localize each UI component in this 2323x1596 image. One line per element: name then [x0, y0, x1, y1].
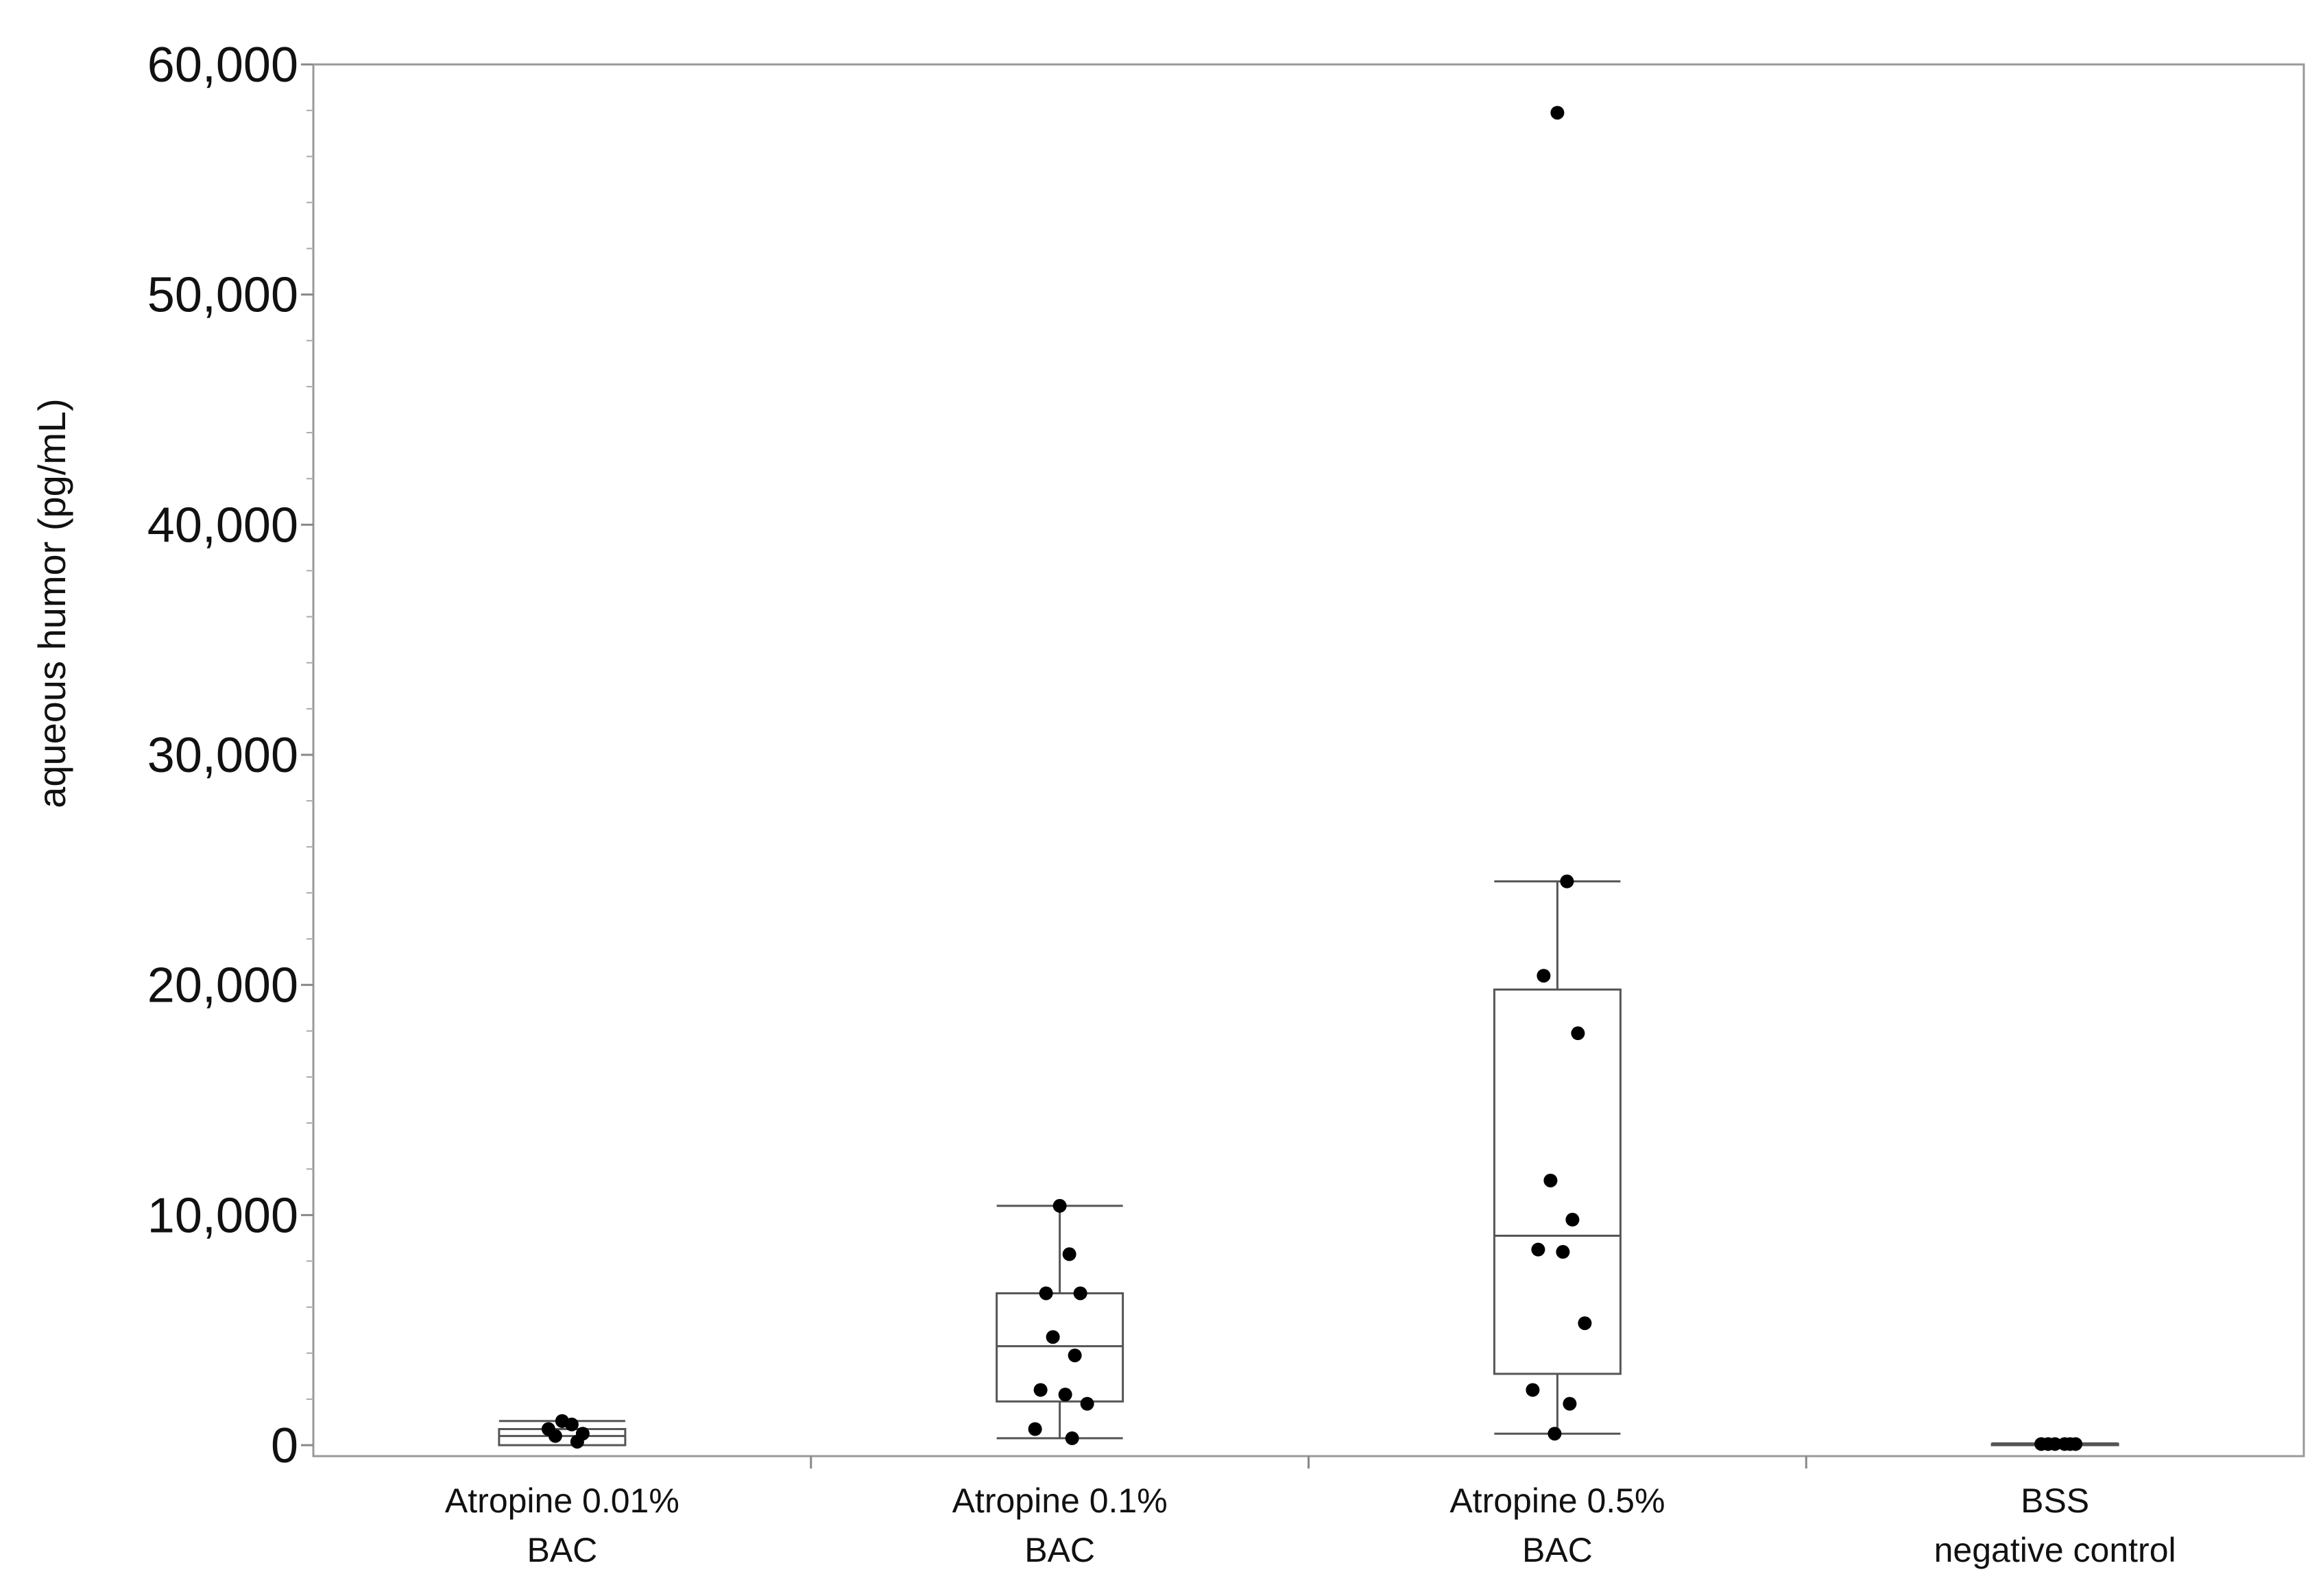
iqr-box — [498, 1428, 627, 1447]
data-point — [1058, 1388, 1072, 1402]
data-point — [570, 1434, 584, 1449]
box-group — [1493, 880, 1622, 1435]
data-point — [1033, 1383, 1048, 1397]
y-tick-label: 20,000 — [147, 958, 298, 1013]
data-point — [1073, 1286, 1087, 1301]
data-point — [1537, 969, 1551, 983]
data-point — [1065, 1431, 1079, 1445]
data-point — [1560, 874, 1574, 888]
points-layer — [541, 106, 2083, 1451]
data-point — [1080, 1396, 1094, 1411]
x-tick-label: BAC — [1024, 1531, 1095, 1569]
y-axis: 0 10,000 20,000 30,000 40,000 50,000 60,000 — [147, 38, 313, 1473]
iqr-box — [1493, 988, 1622, 1375]
iqr-box — [996, 1292, 1124, 1403]
data-point — [564, 1417, 579, 1431]
box-group — [996, 1205, 1124, 1440]
data-point — [1571, 1026, 1585, 1041]
data-point — [1052, 1198, 1067, 1213]
x-tick-label: Atropine 0.5% — [1449, 1482, 1665, 1520]
data-point — [2063, 1437, 2078, 1451]
data-point — [1548, 1427, 1562, 1441]
x-tick-label: Atropine 0.01% — [445, 1482, 679, 1520]
data-point — [1068, 1349, 1082, 1363]
y-tick-label: 40,000 — [147, 498, 298, 553]
boxes-layer — [498, 880, 2119, 1447]
data-point — [1543, 1173, 1558, 1187]
x-tick-label: BSS — [2021, 1482, 2089, 1520]
data-point — [548, 1429, 562, 1443]
y-tick-label: 0 — [271, 1418, 298, 1473]
data-point — [1578, 1316, 1592, 1331]
data-point — [1039, 1286, 1053, 1301]
x-axis: Atropine 0.01% BAC Atropine 0.1% BAC Atropin… — [445, 1456, 2176, 1569]
data-point — [1526, 1383, 1540, 1397]
x-tick-label: negative control — [1934, 1531, 2176, 1569]
data-point — [1028, 1422, 1042, 1436]
x-tick-label: Atropine 0.1% — [952, 1482, 1168, 1520]
data-point — [1563, 1396, 1577, 1411]
y-tick-label: 60,000 — [147, 38, 298, 93]
data-point — [2041, 1437, 2056, 1451]
data-point — [1046, 1330, 1060, 1344]
plot-frame — [312, 63, 2305, 1458]
data-point — [1565, 1213, 1580, 1227]
y-tick-label: 10,000 — [147, 1188, 298, 1243]
data-point — [1550, 106, 1565, 120]
data-point — [1062, 1247, 1076, 1261]
data-point — [1531, 1242, 1545, 1257]
data-point — [1556, 1245, 1570, 1259]
x-tick-label: BAC — [1522, 1531, 1593, 1569]
x-tick-label: BAC — [527, 1531, 597, 1569]
y-tick-label: 30,000 — [147, 728, 298, 783]
y-tick-label: 50,000 — [147, 268, 298, 323]
y-axis-title: aqueous humor (pg/mL) — [30, 398, 73, 808]
